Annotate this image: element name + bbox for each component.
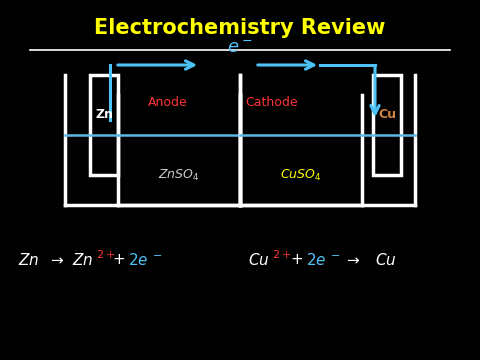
Text: $\rightarrow$: $\rightarrow$ [48, 252, 65, 267]
Text: $Zn$: $Zn$ [18, 252, 39, 268]
Text: $Cu$: $Cu$ [248, 252, 270, 268]
Text: $2+$: $2+$ [96, 248, 115, 260]
Text: $+ $: $+ $ [290, 252, 303, 267]
Bar [90, 75, 118, 175]
Text: Anode: Anode [148, 95, 188, 108]
Text: $CuSO_4$: $CuSO_4$ [280, 167, 322, 183]
Text: Zn: Zn [95, 108, 113, 122]
Text: Cathode: Cathode [245, 95, 298, 108]
Bar [373, 75, 401, 175]
Text: $2+$: $2+$ [272, 248, 291, 260]
Text: $2e$: $2e$ [128, 252, 148, 268]
Text: Cu: Cu [378, 108, 396, 122]
Text: $-$: $-$ [330, 249, 340, 259]
Text: $+ $: $+ $ [112, 252, 125, 267]
Text: Electrochemistry Review: Electrochemistry Review [94, 18, 386, 38]
Text: $\rightarrow$: $\rightarrow$ [344, 252, 361, 267]
Text: $e^-$: $e^-$ [227, 39, 253, 57]
Text: $2e$: $2e$ [306, 252, 326, 268]
Text: $-$: $-$ [152, 249, 162, 259]
Text: $Zn$: $Zn$ [72, 252, 94, 268]
Text: $ZnSO_4$: $ZnSO_4$ [158, 167, 200, 183]
Text: $Cu$: $Cu$ [375, 252, 396, 268]
